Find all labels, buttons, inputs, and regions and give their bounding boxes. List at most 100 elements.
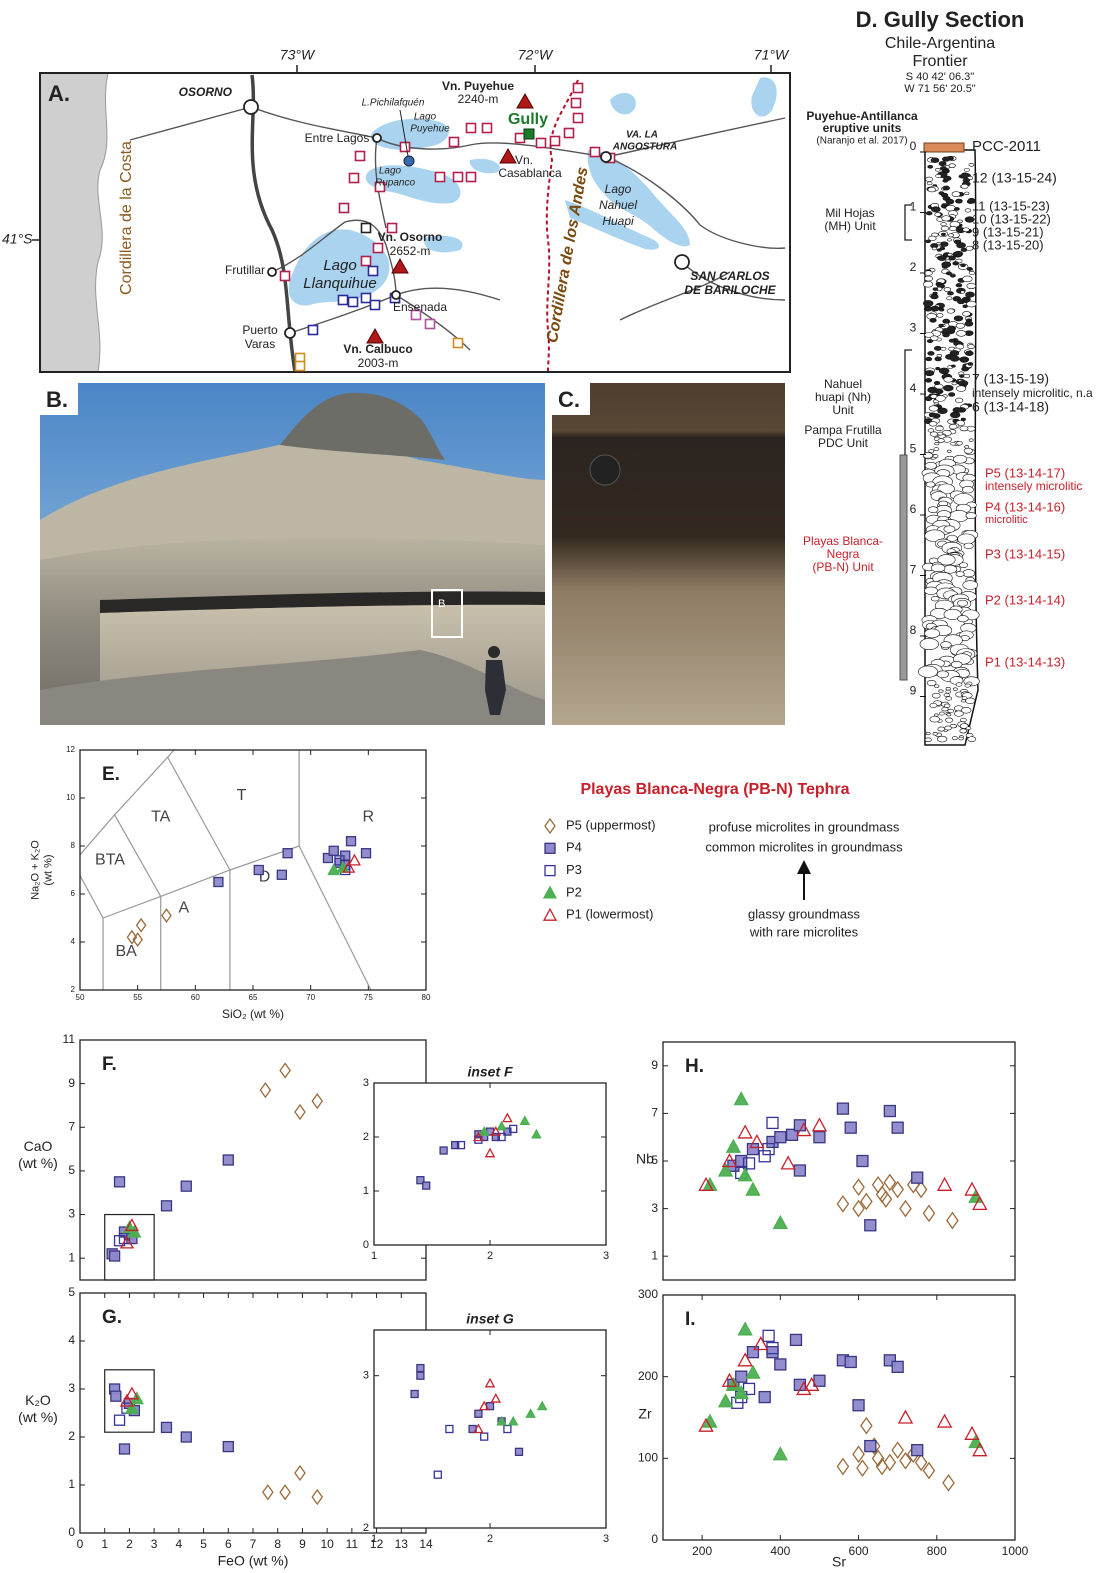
clast — [946, 690, 951, 693]
clast — [949, 424, 957, 429]
sample-site — [537, 139, 546, 148]
clast — [942, 157, 950, 162]
clast — [952, 737, 957, 740]
point — [775, 1132, 786, 1143]
clast — [933, 455, 938, 458]
point — [223, 1155, 233, 1165]
map-label: Nahuel — [599, 198, 637, 212]
clast — [955, 199, 962, 203]
point — [411, 1390, 418, 1397]
x-tick-label: 13 — [395, 1537, 409, 1551]
clast — [969, 163, 974, 166]
clast — [965, 446, 969, 449]
legend-marker — [544, 909, 556, 920]
legend-note: profuse microlites in groundmass — [709, 819, 900, 834]
clast — [953, 688, 957, 691]
clast — [963, 228, 970, 232]
field-label: T — [237, 787, 247, 804]
point — [857, 1156, 868, 1167]
x-tick-label: 3 — [151, 1537, 158, 1551]
panel-label: A. — [48, 81, 70, 106]
clast — [924, 306, 932, 311]
clast — [949, 164, 956, 168]
legend-marker — [544, 887, 556, 898]
sample-site — [309, 326, 318, 335]
sample-label: 12 (13-15-24) — [972, 170, 1057, 186]
clast — [965, 192, 969, 195]
x-tick-label: 3 — [603, 1250, 609, 1262]
arrow-head — [797, 860, 811, 874]
box-label: B — [438, 598, 445, 610]
point — [417, 1372, 424, 1379]
point — [181, 1181, 191, 1191]
clast — [956, 386, 965, 392]
clast — [961, 358, 968, 362]
clast — [923, 281, 933, 287]
clast — [937, 671, 949, 678]
clast — [929, 413, 936, 417]
point — [794, 1165, 805, 1176]
point — [865, 1220, 876, 1231]
y-tick-label: 7 — [651, 1106, 658, 1120]
clast — [946, 205, 956, 211]
map-label: Rupanco — [375, 178, 415, 189]
clast — [948, 253, 953, 256]
x-tick-label: 0 — [77, 1537, 84, 1551]
clast — [944, 169, 948, 172]
sample-label: P3 (13-14-15) — [985, 546, 1065, 561]
clast — [929, 450, 934, 453]
clast — [931, 294, 939, 299]
clast — [947, 309, 954, 313]
unit-label: Mil Hojas — [825, 206, 874, 220]
map-label: SAN CARLOS — [690, 269, 769, 283]
y-tick-label: 5 — [68, 1163, 75, 1177]
x-tick-label: 55 — [133, 993, 142, 1002]
clast — [954, 207, 959, 210]
point — [440, 1147, 447, 1154]
sample-site — [436, 173, 445, 182]
clast — [938, 439, 945, 443]
person-head — [488, 646, 500, 658]
clast — [937, 313, 943, 317]
point — [162, 1422, 172, 1432]
clast — [956, 330, 966, 336]
point — [362, 849, 371, 858]
y-tick-label: 0 — [651, 1532, 658, 1546]
y-tick-label: 3 — [363, 1370, 369, 1382]
clast — [926, 240, 931, 243]
y-tick-label: 1 — [68, 1477, 75, 1491]
clast — [926, 732, 930, 735]
plot-area — [374, 1330, 606, 1528]
map-label: Lago — [605, 182, 632, 196]
y-tick-label: 2 — [363, 1131, 369, 1143]
field-label: A — [178, 900, 189, 917]
unit-label: Playas Blanca- — [803, 534, 883, 548]
map-label: L.Pichilafquén — [362, 98, 425, 109]
map-label: Puyehue — [410, 124, 450, 135]
clast — [941, 223, 947, 226]
clast — [948, 234, 953, 237]
sample-site — [281, 272, 290, 281]
y-axis-label: (wt %) — [42, 854, 54, 885]
y-tick-label: 10 — [66, 793, 75, 802]
unit-label: Unit — [832, 403, 854, 417]
map-label: ANGOSTURA — [612, 142, 677, 153]
clast — [968, 345, 975, 349]
x-tick-label: 1 — [371, 1250, 377, 1262]
depth-label: 3 — [910, 321, 917, 335]
x-tick-label: 400 — [770, 1544, 790, 1558]
clast — [925, 378, 932, 382]
sample-label: 7 (13-15-19) — [972, 371, 1049, 387]
y-axis-label: Nb — [636, 1151, 654, 1167]
y-tick-label: 3 — [68, 1381, 75, 1395]
x-tick-label: 8 — [274, 1537, 281, 1551]
clast — [925, 397, 932, 401]
clast — [969, 271, 975, 274]
location: W 71 56' 20.5" — [904, 83, 976, 95]
point — [223, 1442, 233, 1452]
y-tick-label: 12 — [66, 745, 75, 754]
sample-site — [450, 138, 459, 147]
x-tick-label: 1000 — [1002, 1544, 1029, 1558]
clast — [955, 398, 963, 403]
clast — [934, 685, 939, 688]
